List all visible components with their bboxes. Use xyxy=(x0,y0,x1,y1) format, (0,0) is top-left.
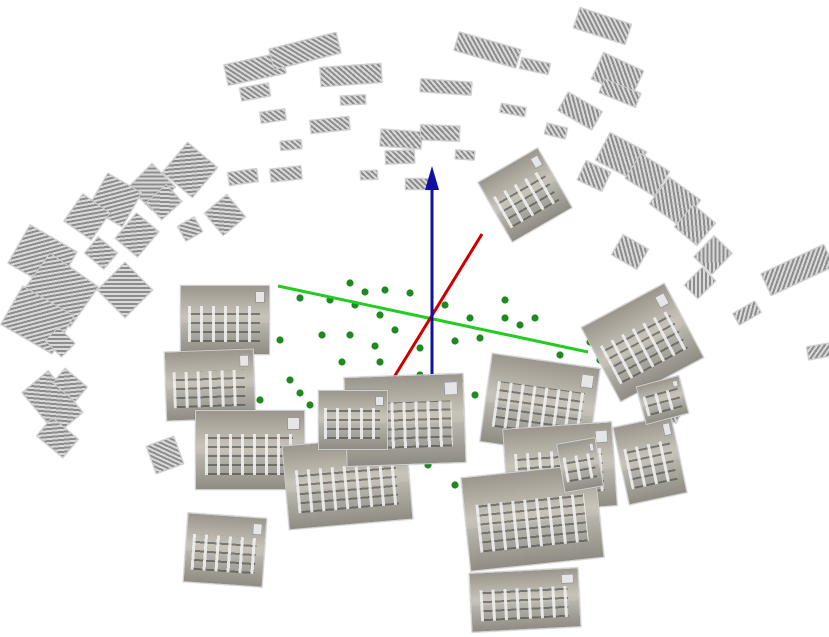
point-cloud-point xyxy=(381,286,389,294)
point-cloud-point xyxy=(296,294,304,302)
point-cloud-point xyxy=(376,311,384,319)
point-cloud-point xyxy=(471,391,479,399)
camera-image-rig xyxy=(294,461,399,514)
point-cloud-point xyxy=(416,344,424,352)
z-axis-arrowhead xyxy=(425,166,439,190)
point-cloud-point xyxy=(556,351,564,359)
camera-image-rig xyxy=(562,452,598,483)
up-arrow-icon xyxy=(653,291,671,309)
point-cloud-point xyxy=(346,331,354,339)
point-cloud-point xyxy=(501,296,509,304)
camera-image-rig xyxy=(324,408,381,439)
up-arrow-icon xyxy=(375,395,385,406)
point-cloud-point xyxy=(406,289,414,297)
up-arrow-icon xyxy=(671,379,680,389)
camera-image-rig xyxy=(479,586,570,621)
point-cloud-point xyxy=(516,321,524,329)
up-arrow-icon xyxy=(579,373,595,390)
point-cloud-point xyxy=(256,396,264,404)
point-cloud-point xyxy=(338,358,346,366)
point-cloud-point xyxy=(391,326,399,334)
point-cloud-point xyxy=(286,376,294,384)
point-cloud-point xyxy=(531,314,539,322)
point-cloud-point xyxy=(318,331,326,339)
camera-image-rig xyxy=(190,534,258,574)
camera-thumbnail[interactable] xyxy=(468,567,582,633)
point-cloud-point xyxy=(451,481,459,489)
point-cloud-point xyxy=(441,301,449,309)
up-arrow-icon xyxy=(661,422,672,437)
point-cloud-point xyxy=(466,314,474,322)
up-arrow-icon xyxy=(254,291,266,303)
point-cloud-point xyxy=(501,314,509,322)
up-arrow-icon xyxy=(444,381,459,396)
up-arrow-icon xyxy=(560,573,574,584)
camera-image-rig xyxy=(204,434,294,475)
camera-thumbnail[interactable] xyxy=(182,512,268,588)
camera-thumbnail[interactable] xyxy=(555,436,605,494)
camera-thumbnail[interactable] xyxy=(180,285,270,355)
point-cloud-point xyxy=(346,279,354,287)
point-cloud-point xyxy=(361,288,369,296)
camera-image-rig xyxy=(172,370,246,409)
up-arrow-icon xyxy=(252,523,263,536)
up-arrow-icon xyxy=(594,429,609,444)
point-cloud-point xyxy=(476,334,484,342)
up-arrow-icon xyxy=(286,417,300,431)
point-cloud-point xyxy=(306,401,314,409)
point-cloud-point xyxy=(376,358,384,366)
up-arrow-icon xyxy=(588,442,596,452)
point-cloud-point xyxy=(296,389,304,397)
camera-image-rig xyxy=(188,306,261,342)
point-cloud-point xyxy=(371,342,379,350)
up-arrow-icon xyxy=(530,154,544,169)
point-cloud-point xyxy=(451,337,459,345)
up-arrow-icon xyxy=(238,355,250,367)
camera-thumbnail[interactable] xyxy=(318,390,388,450)
point-cloud-point xyxy=(276,336,284,344)
